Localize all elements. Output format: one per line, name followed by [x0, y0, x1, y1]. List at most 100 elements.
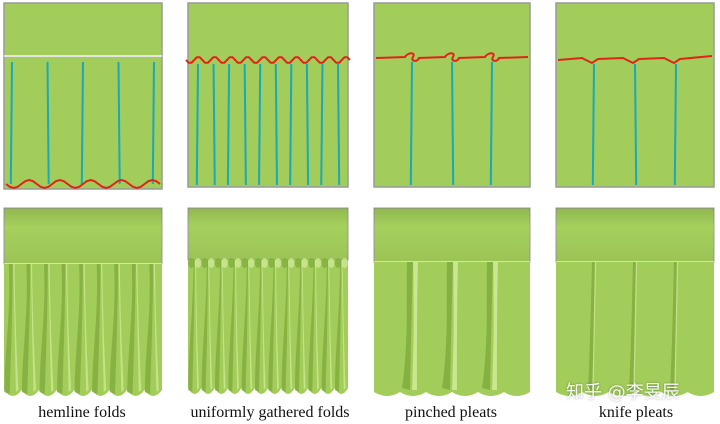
fold-line — [673, 63, 677, 186]
drape-folds — [556, 261, 714, 396]
fold-highlight — [30, 264, 36, 392]
gather-pucker — [241, 258, 248, 268]
fold-line — [243, 63, 247, 186]
fold-line — [212, 63, 216, 186]
gather-pucker — [294, 258, 302, 268]
fold-line — [9, 61, 13, 185]
fold-line — [80, 61, 84, 185]
fold-line — [451, 61, 455, 186]
fold-shadow — [188, 260, 195, 392]
fold-lines — [195, 63, 341, 186]
pleat-edge — [674, 261, 679, 391]
fold-line — [320, 63, 324, 186]
gather-pucker — [268, 258, 275, 268]
gather-pucker — [308, 258, 315, 268]
gather-pucker — [281, 258, 288, 268]
gather-pucker — [274, 258, 282, 268]
fold-line — [591, 63, 595, 186]
fold-shadow — [57, 264, 66, 394]
gather-pucker — [341, 258, 348, 268]
gather-pucker — [261, 258, 268, 268]
fold-shadow — [241, 260, 248, 392]
gather-pucker — [254, 258, 262, 268]
fold-shadow — [294, 260, 302, 392]
pleat-shadow — [482, 262, 493, 390]
caption-uniformly-gathered-folds: uniformly gathered folds — [190, 404, 350, 421]
fold-line — [151, 61, 155, 185]
caption-knife-pleats: knife pleats — [598, 404, 674, 421]
caption-pinched-pleats: pinched pleats — [405, 404, 497, 421]
fold-shadow — [268, 260, 275, 392]
flat-pattern-hemline — [3, 2, 163, 190]
fold-shadow — [39, 264, 48, 394]
fold-shadow — [109, 264, 119, 394]
fold-line — [634, 63, 638, 186]
fold-highlight — [221, 260, 226, 390]
gather-pucker — [301, 258, 308, 268]
fold-highlight — [83, 264, 89, 392]
fold-line — [226, 63, 231, 186]
drape-folds — [4, 264, 167, 396]
gather-pucker — [314, 258, 322, 268]
fold-lines — [9, 61, 155, 185]
fold-line — [305, 63, 310, 186]
draped-skirt-pinched — [373, 207, 531, 396]
fold-shadow — [228, 260, 235, 392]
fold-shadow — [254, 260, 262, 392]
fold-shadow — [21, 264, 31, 394]
fold-line — [489, 61, 493, 186]
fold-highlight — [48, 264, 54, 392]
fold-shadow — [321, 260, 328, 392]
gather-pucker — [214, 258, 222, 268]
fold-line — [117, 61, 121, 185]
fold-highlight — [274, 260, 279, 390]
seam-line — [557, 55, 713, 65]
fold-highlight — [194, 260, 199, 390]
fold-shadow — [92, 264, 101, 394]
flat-pattern-knife — [555, 2, 715, 188]
fold-highlight — [261, 260, 266, 390]
fold-line — [409, 61, 413, 186]
gather-pucker — [288, 258, 295, 268]
fold-highlight — [153, 264, 159, 392]
gather-pucker — [208, 258, 215, 268]
gather-pucker — [188, 258, 195, 268]
fold-shadow — [201, 260, 208, 392]
gather-pucker — [228, 258, 235, 268]
gather-pucker — [221, 258, 228, 268]
pleat-shadow — [442, 262, 453, 390]
fold-highlight — [65, 264, 72, 392]
seam-line — [185, 56, 351, 64]
fold-shadow — [214, 260, 222, 392]
caption-hemline-folds: hemline folds — [38, 404, 126, 421]
pleat-highlight — [452, 262, 458, 390]
pleat-edge — [592, 261, 597, 391]
fold-highlight — [118, 264, 124, 392]
watermark-text: 知乎 @李旻辰 — [566, 382, 680, 403]
pleat-highlight — [412, 262, 418, 390]
fold-highlight — [208, 260, 213, 390]
fold-highlight — [328, 260, 333, 390]
fold-line — [274, 63, 278, 186]
fold-line — [258, 63, 262, 186]
draped-skirt-knife — [555, 207, 715, 396]
fold-shadow — [144, 264, 154, 394]
gather-pucker — [194, 258, 202, 268]
fold-highlight — [234, 260, 239, 390]
pleat-edge — [633, 261, 638, 391]
flat-pattern-gathered — [185, 2, 351, 188]
fold-line — [46, 61, 50, 185]
fold-lines — [409, 61, 493, 186]
fold-shadow — [281, 260, 288, 392]
seam-line — [5, 178, 161, 190]
fold-line — [289, 63, 293, 186]
fold-highlight — [301, 260, 306, 390]
fold-shadow — [334, 260, 342, 392]
fold-highlight — [288, 260, 293, 390]
gather-pucker — [234, 258, 242, 268]
draped-skirt-hemline — [3, 207, 167, 396]
fold-lines — [591, 63, 677, 186]
drape-folds — [374, 262, 530, 396]
fold-highlight — [13, 264, 19, 392]
fold-highlight — [100, 264, 107, 392]
